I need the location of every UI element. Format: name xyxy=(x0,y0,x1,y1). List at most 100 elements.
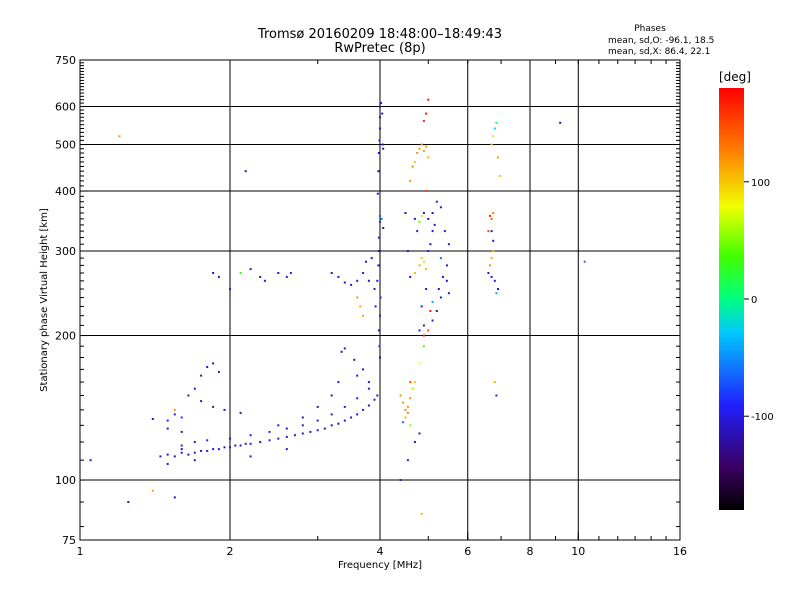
echo-point xyxy=(439,296,442,299)
echo-point xyxy=(489,214,491,217)
echo-point xyxy=(495,292,498,295)
echo-point xyxy=(212,405,215,408)
echo-point xyxy=(316,429,319,432)
echo-point xyxy=(402,401,405,404)
echo-point xyxy=(422,324,425,327)
echo-point xyxy=(193,387,196,390)
y-tick-label: 300 xyxy=(55,245,76,258)
echo-point xyxy=(373,288,376,290)
phase-summary: Phases mean, sd,O: -96.1, 18.5 mean, sd,… xyxy=(608,24,714,57)
echo-point xyxy=(301,416,304,419)
echo-point xyxy=(239,444,242,447)
echo-point xyxy=(378,345,381,348)
echo-point xyxy=(431,319,434,322)
echo-point xyxy=(406,459,409,462)
echo-point xyxy=(367,381,370,384)
echo-point xyxy=(301,432,304,435)
echo-point xyxy=(420,512,423,515)
echo-point xyxy=(489,264,491,267)
echo-point xyxy=(244,442,247,445)
echo-point xyxy=(350,416,353,419)
echo-point xyxy=(497,156,499,159)
echo-point xyxy=(433,223,436,226)
x-tick-label: 6 xyxy=(464,545,471,558)
echo-point xyxy=(413,217,416,220)
x-axis-label: Frequency [MHz] xyxy=(338,560,422,571)
echo-point xyxy=(229,288,231,290)
echo-point xyxy=(289,272,292,274)
y-tick-label: 750 xyxy=(55,54,76,67)
echo-point xyxy=(425,288,428,290)
echo-point xyxy=(340,350,343,353)
echo-point xyxy=(301,424,304,427)
echo-point xyxy=(447,292,450,295)
echo-point xyxy=(404,408,407,411)
echo-point xyxy=(495,394,498,397)
colorbar: [deg] 100 0 -100 xyxy=(719,70,774,510)
echo-point xyxy=(239,411,242,414)
echo-point xyxy=(159,455,162,458)
echo-point xyxy=(492,212,495,214)
echo-point xyxy=(422,260,425,263)
echo-point xyxy=(212,448,215,451)
echo-point xyxy=(367,279,370,282)
echo-point xyxy=(404,212,407,214)
echo-point xyxy=(356,413,359,416)
echo-point xyxy=(343,281,346,284)
echo-point xyxy=(427,250,430,252)
echo-point xyxy=(376,394,379,397)
echo-point xyxy=(409,275,412,278)
echo-point xyxy=(437,288,440,290)
echo-point xyxy=(429,310,432,312)
echo-point xyxy=(431,300,434,303)
echo-point xyxy=(422,334,425,337)
echo-point xyxy=(309,430,312,433)
echo-point xyxy=(362,314,365,317)
echo-point xyxy=(376,192,379,195)
echo-point xyxy=(353,358,356,361)
echo-point xyxy=(379,314,381,317)
y-tick-label: 600 xyxy=(55,101,76,114)
echo-point xyxy=(377,264,380,267)
echo-point xyxy=(206,366,209,368)
echo-point xyxy=(420,214,423,217)
echo-point xyxy=(365,260,367,263)
colorbar-tick-label: 100 xyxy=(751,178,770,189)
echo-point xyxy=(249,434,252,437)
echo-point xyxy=(379,214,381,217)
echo-point xyxy=(379,116,381,119)
echo-point xyxy=(487,272,490,274)
echo-point xyxy=(447,243,450,246)
echo-point xyxy=(200,374,203,377)
echo-point xyxy=(409,424,412,427)
echo-point xyxy=(445,279,448,282)
y-tick-label: 500 xyxy=(55,139,76,152)
echo-point xyxy=(379,127,381,130)
echo-point xyxy=(217,448,220,451)
echo-point xyxy=(377,250,380,252)
echo-point xyxy=(367,404,370,407)
echo-point xyxy=(259,275,262,278)
echo-point xyxy=(259,441,262,443)
echo-point xyxy=(381,112,384,115)
echo-point xyxy=(427,98,430,101)
echo-point xyxy=(490,275,493,278)
echo-point xyxy=(487,230,490,233)
echo-point xyxy=(151,489,154,492)
echo-point xyxy=(399,479,402,481)
echo-point xyxy=(180,430,183,433)
echo-point xyxy=(359,305,362,308)
echo-point xyxy=(229,437,231,440)
echo-point xyxy=(239,272,242,274)
echo-point xyxy=(413,441,416,443)
echo-point xyxy=(200,400,203,403)
echo-point xyxy=(378,139,381,142)
echo-point xyxy=(89,459,92,462)
echo-point xyxy=(180,451,183,454)
echo-point xyxy=(316,405,319,408)
echo-point xyxy=(411,165,414,168)
x-tick-label: 1 xyxy=(77,545,84,558)
echo-point xyxy=(435,200,438,203)
echo-point xyxy=(492,250,495,252)
echo-point xyxy=(362,368,365,371)
